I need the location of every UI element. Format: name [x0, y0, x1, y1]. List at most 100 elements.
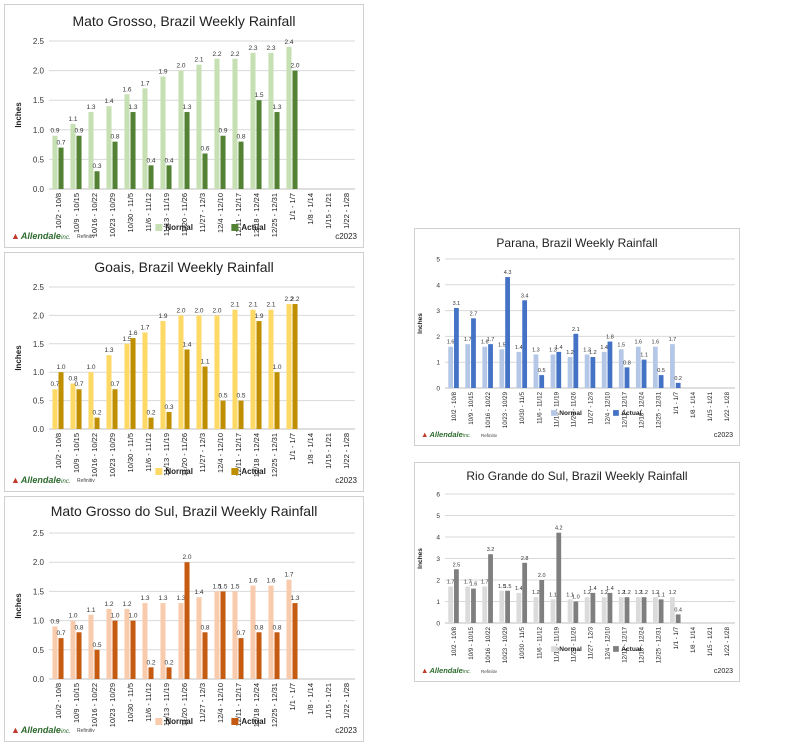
source-text: Refinitiv: [77, 478, 95, 484]
data-label: 1.7: [140, 80, 149, 87]
bar-normal: [286, 304, 292, 429]
bar-normal: [232, 58, 238, 190]
data-label: 1.7: [284, 572, 293, 579]
data-label: 1.5: [617, 342, 625, 348]
allendale-logo-icon: ▲: [11, 725, 20, 735]
legend-label-normal: Normal: [165, 467, 193, 476]
copyright-text: c2023: [335, 232, 357, 241]
bar-actual: [292, 603, 298, 679]
data-label: 1.6: [634, 340, 642, 346]
data-label: 1.5: [254, 92, 263, 99]
bar-actual: [454, 308, 459, 388]
bar-actual: [58, 638, 64, 679]
bar-normal: [214, 58, 220, 190]
bar-actual: [607, 592, 613, 623]
legend-swatch-normal: [155, 718, 163, 725]
bar-actual: [274, 112, 280, 189]
bar-normal: [142, 332, 148, 429]
x-tick-label: 10/16 - 10/22: [90, 433, 99, 477]
x-tick-label: 12/11 - 12/17: [234, 683, 243, 727]
logo-suffix: inc.: [60, 478, 71, 485]
bar-actual: [94, 649, 100, 679]
bar-actual: [471, 588, 476, 623]
data-label: 2.0: [182, 554, 191, 561]
y-axis-label: Inches: [417, 548, 424, 569]
bar-normal: [482, 346, 488, 388]
data-label: 1.7: [464, 337, 472, 343]
y-tick-label: 0.0: [33, 675, 45, 684]
bar-normal: [499, 590, 505, 623]
bar-actual: [539, 580, 545, 623]
x-tick-label: 10/23 - 10/29: [108, 193, 117, 237]
logo-suffix: inc.: [60, 728, 71, 735]
x-tick-label: 10/16 - 10/22: [90, 193, 99, 237]
chart-title: Mato Grosso do Sul, Brazil Weekly Rainfa…: [50, 503, 318, 519]
x-tick-label: 12/4 - 12/10: [605, 626, 612, 659]
bar-actual: [184, 112, 190, 189]
bar-normal: [601, 351, 607, 388]
chart-svg: 0.0 0.5 1.0 1.5 2.0 2.5 Inches 0.7 1.0 10/2 - 10/…: [14, 283, 355, 477]
bar-normal: [232, 591, 238, 679]
x-tick-label: 10/30 - 11/5: [126, 683, 135, 722]
bar-normal: [652, 597, 658, 623]
y-tick-label: 2.5: [33, 529, 45, 538]
x-tick-label: 12/4 - 12/10: [605, 391, 612, 424]
bar-normal: [584, 354, 590, 388]
data-label: 1.3: [272, 104, 281, 111]
data-label: 2.0: [176, 307, 185, 314]
chart-title: Goais, Brazil Weekly Rainfall: [94, 259, 274, 275]
chart-title: Mato Grosso, Brazil Weekly Rainfall: [72, 13, 296, 29]
copyright-text: c2023: [713, 668, 733, 675]
x-tick-label: 1/1 - 1/7: [288, 433, 297, 461]
y-tick-label: 4: [436, 534, 440, 541]
data-label: 1.2: [104, 601, 113, 608]
source-text: Refinitiv: [481, 433, 498, 438]
x-tick-label: 12/11 - 12/17: [234, 433, 243, 477]
bar-normal: [465, 586, 471, 623]
bar-actual: [148, 165, 154, 189]
x-tick-label: 1/8 - 1/14: [306, 193, 315, 225]
data-label: 1.3: [182, 104, 191, 111]
data-label: 0.8: [68, 376, 77, 383]
data-label: 1.9: [158, 69, 167, 76]
data-label: 1.6: [470, 582, 478, 588]
bar-actual: [166, 165, 172, 189]
legend-label-normal: Normal: [165, 717, 193, 726]
data-label: 4.2: [555, 526, 563, 532]
legend-swatch-actual: [613, 646, 619, 652]
bar-actual: [256, 100, 262, 189]
allendale-logo: ▲Allendaleinc.: [11, 475, 71, 485]
bar-normal: [142, 88, 148, 189]
data-label: 1.4: [182, 341, 191, 348]
bar-actual: [256, 632, 262, 679]
data-label: 1.6: [266, 578, 275, 585]
data-label: 1.4: [555, 345, 563, 351]
data-label: 2.0: [176, 63, 185, 70]
legend-swatch-actual: [231, 718, 239, 725]
data-label: 1.2: [640, 590, 648, 596]
bar-normal: [178, 603, 184, 679]
legend-swatch-normal: [551, 646, 557, 652]
data-label: 1.0: [86, 364, 95, 371]
x-tick-label: 10/16 - 10/22: [485, 626, 492, 663]
x-tick-label: 10/9 - 10/15: [72, 193, 81, 233]
chart-panel-parana: Parana, Brazil Weekly Rainfall 0 1 2 3 4 5 Inch…: [414, 228, 740, 446]
x-tick-label: 12/18 - 12/24: [252, 193, 261, 237]
x-tick-label: 10/23 - 10/29: [502, 626, 509, 663]
bar-normal: [448, 346, 454, 388]
data-label: 1.5: [498, 342, 506, 348]
x-tick-label: 11/6 - 11/12: [144, 193, 153, 232]
data-label: 1.0: [56, 364, 65, 371]
logo-text: Allendale: [20, 231, 61, 241]
data-label: 1.6: [128, 330, 137, 337]
x-tick-label: 12/11 - 12/17: [234, 193, 243, 237]
x-tick-label: 12/25 - 12/31: [270, 193, 279, 237]
bar-normal: [124, 608, 130, 679]
y-tick-label: 0: [436, 620, 440, 627]
x-tick-label: 10/2 - 10/8: [451, 391, 458, 421]
bar-normal: [124, 343, 130, 429]
data-label: 1.4: [104, 98, 113, 105]
x-tick-label: 11/27 - 12/3: [198, 433, 207, 472]
data-label: 0.8: [236, 134, 245, 141]
bar-actual: [522, 562, 528, 623]
